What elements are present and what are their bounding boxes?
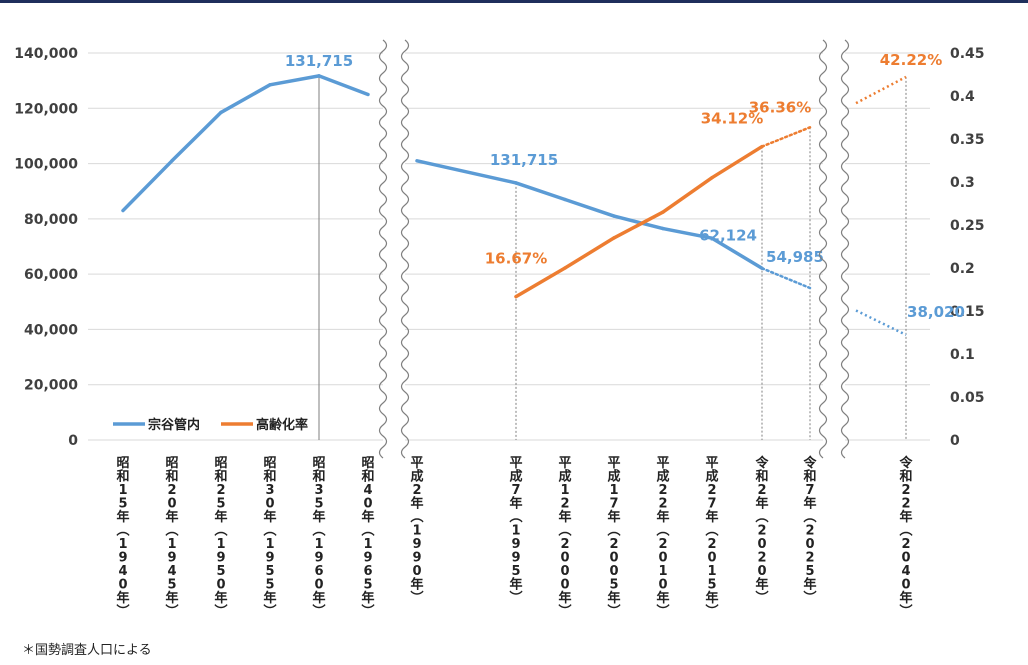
axis-break-mask — [383, 40, 405, 450]
axis-break-line — [840, 39, 850, 459]
y-left-tick-label: 80,000 — [24, 212, 78, 228]
x-tick-label: 令和 7 年︵ 2 0 2 5 年︶ — [802, 455, 817, 606]
data-label: 38,020 — [907, 303, 965, 321]
series-segment-1 — [760, 126, 812, 148]
x-tick-label: 昭和 2 5 年︵ 1 9 5 0 年︶ — [213, 456, 227, 620]
series-segment-1 — [855, 75, 907, 105]
x-tick-label: 平成 1 2 年︵ 2 0 0 0 年︶ — [557, 456, 571, 620]
y-right-tick-label: 0.15 — [950, 304, 985, 320]
series-segment-0 — [219, 83, 272, 115]
y-left-tick-label: 60,000 — [24, 267, 78, 283]
axis-break-line — [378, 39, 388, 459]
data-label: 16.67% — [485, 250, 547, 268]
top-border — [0, 0, 1028, 3]
y-right-tick-label: 0.45 — [950, 46, 985, 62]
series-segment-0 — [170, 110, 223, 163]
source-footnote: ＊国勢調査人口による — [22, 643, 152, 658]
y-right-tick-label: 0 — [950, 433, 960, 449]
data-label: 54,985 — [766, 248, 824, 266]
series-segment-0 — [661, 226, 714, 240]
series-segment-1 — [563, 236, 616, 270]
data-label: 131,715 — [490, 151, 558, 169]
data-label: 36.36% — [749, 98, 811, 116]
y-right-tick-label: 0.2 — [950, 261, 975, 277]
x-tick-label: 昭和 3 0 年︵ 1 9 5 5 年︶ — [262, 456, 276, 620]
x-tick-label: 平成 2 2 年︵ 2 0 1 0 年︶ — [655, 456, 669, 620]
y-right-tick-label: 0.1 — [950, 347, 975, 363]
y-right-tick-label: 0.35 — [950, 132, 985, 148]
x-tick-label: 昭和 2 0 年︵ 1 9 4 5 年︶ — [164, 456, 178, 620]
series-segment-0 — [855, 309, 907, 337]
y-right-tick-label: 0.25 — [950, 218, 985, 234]
axis-break-line — [818, 39, 828, 459]
series-segment-0 — [514, 181, 567, 202]
y-left-tick-label: 0 — [68, 433, 78, 449]
y-left-tick-label: 120,000 — [14, 101, 78, 117]
y-left-tick-label: 100,000 — [14, 157, 78, 173]
x-tick-label: 令和 2 年︵ 2 0 2 0 年︶ — [754, 455, 769, 606]
series-segment-0 — [612, 214, 665, 231]
series-segment-0 — [563, 197, 616, 218]
x-tick-label: 平成 2 7 年︵ 2 0 1 5 年︶ — [704, 456, 718, 620]
series-segment-0 — [415, 159, 518, 185]
series-segment-1 — [710, 144, 764, 180]
data-label: 42.22% — [880, 51, 942, 69]
series-segment-1 — [514, 266, 567, 299]
x-tick-label: 昭和 1 5 年︵ 1 9 4 0 年︶ — [115, 456, 129, 620]
data-label: 131,715 — [285, 52, 353, 70]
series-segment-0 — [317, 74, 370, 97]
series-segment-1 — [661, 175, 714, 214]
x-tick-label: 昭和 3 5 年︵ 1 9 6 0 年︶ — [311, 456, 325, 620]
data-label: 34.12% — [701, 110, 763, 128]
series-segment-0 — [268, 74, 321, 87]
axis-break-mask — [823, 40, 845, 450]
series-segment-0 — [710, 236, 764, 271]
data-label: 62,124 — [699, 226, 757, 244]
y-left-tick-label: 40,000 — [24, 322, 78, 338]
legend-label: 宗谷管内 — [148, 417, 200, 433]
y-right-tick-label: 0.05 — [950, 390, 985, 406]
y-right-tick-label: 0.4 — [950, 89, 975, 105]
x-tick-label: 平成 2 年︵ 1 9 9 0 年︶ — [409, 456, 423, 606]
series-segment-0 — [121, 159, 174, 213]
series-segment-0 — [760, 267, 812, 290]
x-tick-label: 平成 1 7 年︵ 2 0 0 5 年︶ — [606, 456, 620, 620]
y-left-tick-label: 140,000 — [14, 46, 78, 62]
x-tick-label: 令和 2 2 年︵ 2 0 4 0 年︶ — [898, 455, 913, 620]
y-left-tick-label: 20,000 — [24, 378, 78, 394]
series-segment-1 — [612, 210, 665, 240]
x-tick-label: 平成 7 年︵ 1 9 9 5 年︶ — [508, 456, 522, 606]
y-right-tick-label: 0.3 — [950, 175, 975, 191]
x-tick-label: 昭和 4 0 年︵ 1 9 6 5 年︶ — [360, 456, 374, 620]
axis-break-line — [400, 39, 410, 459]
legend-label: 高齢化率 — [256, 417, 308, 433]
